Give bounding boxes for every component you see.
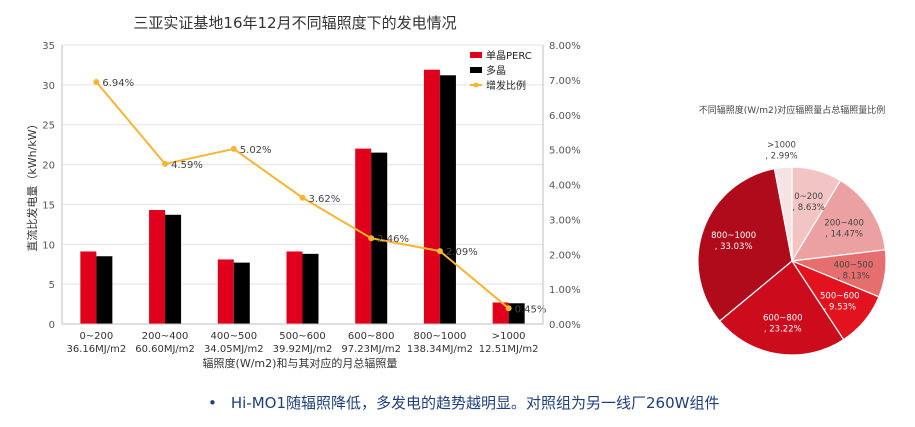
y-tick-label: 15 [42, 200, 55, 211]
y2-tick-label: 5.00% [549, 146, 581, 157]
gain-ratio-point [299, 194, 306, 201]
gain-ratio-label: 6.94% [102, 78, 134, 89]
bar-perc [286, 251, 303, 324]
pie-slice-value: , 2.99% [765, 151, 797, 161]
bar-perc [149, 210, 166, 324]
legend-swatch [470, 52, 482, 58]
bar-poly [96, 256, 113, 324]
x-tick-label: 600~800 [348, 331, 395, 342]
pie-slice-label: >1000 [767, 140, 796, 150]
irradiance-share-pie: 不同辐照度(W/m2)对应辐照量占总辐照量比例 0~200, 8.63%200~… [697, 104, 887, 356]
x-tick-sublabel: 36.16MJ/m2 [67, 344, 127, 355]
bullet-icon: • [208, 394, 217, 412]
pie-slice-value: , 23.22% [764, 324, 802, 334]
x-tick-sublabel: 97.23MJ/m2 [341, 344, 401, 355]
gain-ratio-label: 0.45% [515, 304, 547, 315]
gain-ratio-label: 2.09% [446, 247, 478, 258]
y2-tick-label: 0.00% [549, 320, 581, 331]
y2-tick-label: 2.00% [549, 250, 581, 261]
pie-slice [773, 166, 793, 262]
gain-ratio-point [505, 305, 512, 312]
y2-tick-label: 8.00% [549, 41, 581, 52]
bar-poly [165, 214, 182, 324]
y2-tick-label: 3.00% [549, 215, 581, 226]
x-tick-sublabel: 138.34MJ/m2 [407, 344, 473, 355]
pie-slice-label: 800~1000 [711, 231, 756, 241]
x-tick-label: 0~200 [79, 331, 113, 342]
y2-tick-label: 7.00% [549, 76, 581, 87]
x-tick-sublabel: 34.05MJ/m2 [204, 344, 264, 355]
pie-slice [718, 260, 845, 356]
gain-ratio-label: 3.62% [309, 194, 341, 205]
pie-slice [790, 179, 886, 262]
y-tick-label: 30 [42, 81, 55, 92]
y-tick-label: 35 [42, 41, 55, 52]
pie-slice-value: , 33.03% [715, 242, 753, 252]
bar-perc [217, 259, 234, 324]
pie-slice-label: 600~800 [763, 313, 803, 323]
y-tick-label: 10 [42, 240, 55, 251]
y-tick-label: 20 [42, 161, 55, 172]
legend-label: 单晶PERC [486, 50, 532, 62]
pie-slice-label: 0~200 [794, 192, 823, 202]
gain-ratio-label: 4.59% [171, 160, 203, 171]
pie-slice-value: , 14.47% [825, 229, 863, 239]
gain-ratio-label: 2.46% [377, 234, 409, 245]
x-tick-label: 500~600 [279, 331, 326, 342]
y2-tick-label: 1.00% [549, 285, 581, 296]
pie-slice [697, 167, 793, 322]
bar-perc [492, 302, 509, 324]
bar-perc [80, 251, 97, 324]
gain-ratio-point [230, 145, 237, 152]
x-tick-label: 200~400 [142, 331, 189, 342]
summary-caption: • Hi-MO1随辐照降低，多发电的趋势越明显。对照组为另一线厂260W组件 [208, 392, 719, 413]
y2-tick-label: 6.00% [549, 111, 581, 122]
bar-poly [371, 152, 388, 324]
legend-marker [473, 82, 479, 88]
gain-ratio-point [162, 160, 169, 167]
caption-text: Hi-MO1随辐照降低，多发电的趋势越明显。对照组为另一线厂260W组件 [230, 394, 720, 412]
bar-poly [508, 303, 525, 324]
chart-title: 三亚实证基地16年12月不同辐照度下的发电情况 [133, 14, 456, 32]
legend-label: 增发比例 [486, 79, 526, 92]
gain-ratio-point [436, 248, 443, 255]
pie-slice-label: 400~500 [834, 260, 874, 270]
bar-poly [439, 75, 456, 324]
pie-title: 不同辐照度(W/m2)对应辐照量占总辐照量比例 [699, 104, 885, 116]
y-tick-label: 0 [49, 320, 55, 331]
legend-label: 多晶 [486, 64, 506, 77]
x-tick-label: 400~500 [211, 331, 258, 342]
bar-perc [423, 69, 440, 324]
y-tick-label: 5 [49, 280, 55, 291]
x-tick-sublabel: 12.51MJ/m2 [479, 344, 539, 355]
x-tick-label: >1000 [492, 331, 526, 342]
pie-slice-value: , 8.63% [792, 203, 824, 213]
pie-slice-label: 200~400 [824, 218, 864, 228]
pie-slice-value: , 9.53% [824, 303, 856, 313]
bar-perc [355, 148, 372, 324]
x-tick-label: 800~1000 [413, 331, 466, 342]
irradiance-generation-chart: 三亚实证基地16年12月不同辐照度下的发电情况 6.94% 4.59% 5.02% 3… [25, 14, 581, 370]
pie-slice-label: 500~600 [820, 292, 860, 302]
y-axis-title: 直流比发电量（kWh/kW） [25, 118, 39, 251]
gain-ratio-point [93, 78, 100, 85]
x-tick-sublabel: 60.60MJ/m2 [135, 344, 195, 355]
x-tick-sublabel: 39.92MJ/m2 [273, 344, 333, 355]
gain-ratio-point [368, 235, 375, 242]
pie-slice-value: , 8.13% [837, 271, 869, 281]
y2-tick-label: 4.00% [549, 181, 581, 192]
x-axis-title: 辐照度(W/m2)和与其对应的月总辐照量 [203, 356, 398, 370]
gain-ratio-label: 5.02% [240, 145, 272, 156]
bar-poly [302, 253, 319, 324]
y-tick-label: 25 [42, 121, 55, 132]
legend-swatch [470, 67, 482, 73]
bar-poly [233, 262, 250, 324]
